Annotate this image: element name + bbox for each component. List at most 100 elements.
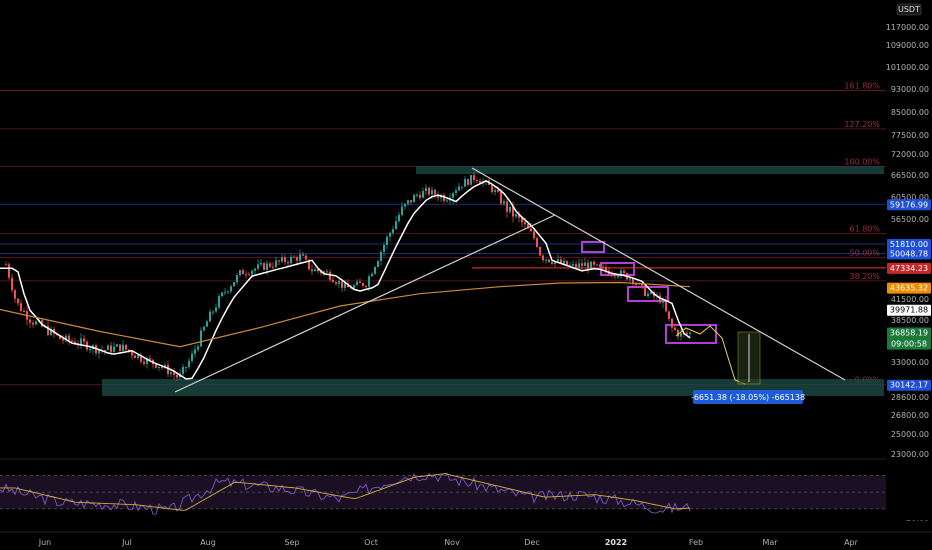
- candle-body: [341, 281, 343, 288]
- candle-body: [266, 263, 268, 270]
- price-badge: [887, 282, 931, 294]
- candle-body: [557, 259, 559, 262]
- candle-body: [248, 274, 250, 276]
- candle-body: [620, 270, 622, 277]
- fib-level-label: 161.80%: [844, 81, 880, 90]
- price-tick-label: 26800.00: [891, 411, 929, 420]
- price-tick-label: 72000.00: [891, 150, 929, 159]
- candle-body: [251, 270, 253, 275]
- price-tick-label: 85000.00: [891, 108, 929, 117]
- price-badge-label: 59176.99: [890, 200, 928, 209]
- candle-body: [182, 366, 184, 374]
- candle-body: [113, 346, 115, 352]
- candle-body: [689, 332, 691, 334]
- price-tick-label: 38500.00: [891, 316, 929, 325]
- candle-body: [677, 330, 679, 337]
- candle-body: [461, 186, 463, 188]
- price-axis-bg: [886, 0, 932, 520]
- candle-body: [380, 251, 382, 261]
- price-tick-label: 33000.00: [891, 358, 929, 367]
- candle-body: [260, 263, 262, 265]
- price-tick-label: 101000.00: [886, 63, 929, 72]
- candle-body: [317, 269, 319, 272]
- candle-body: [596, 264, 598, 266]
- time-tick-label: Dec: [524, 538, 539, 547]
- price-axis: 117000.00 109000.00 101000.00 93000.00 85000…: [886, 0, 932, 520]
- candle-body: [389, 232, 391, 237]
- candle-body: [191, 353, 193, 361]
- time-tick-label: Jun: [38, 538, 52, 547]
- candle-body: [65, 335, 67, 341]
- candle-body: [323, 271, 325, 274]
- candle-body: [158, 366, 160, 368]
- candle-body: [539, 246, 541, 256]
- candle-body: [419, 194, 421, 198]
- candle-body: [35, 321, 37, 325]
- time-tick-label: Aug: [200, 538, 216, 547]
- candle-body: [494, 190, 496, 192]
- candle-body: [335, 282, 337, 284]
- candle-body: [434, 189, 436, 195]
- candle-body: [572, 264, 574, 266]
- candle-body: [197, 346, 199, 350]
- candle-body: [554, 261, 556, 264]
- candle-body: [614, 274, 616, 277]
- fib-level-label: 50.00%: [849, 248, 880, 257]
- projection-path: [675, 325, 746, 385]
- candle-body: [470, 175, 472, 185]
- countdown-badge: [887, 338, 931, 350]
- candle-body: [275, 260, 277, 267]
- candle-body: [551, 262, 553, 264]
- candle-body: [686, 332, 688, 334]
- candle-body: [308, 259, 310, 270]
- candle-body: [575, 264, 577, 268]
- price-tick-label: 25000.00: [891, 430, 929, 439]
- candle-body: [428, 187, 430, 195]
- currency-badge[interactable]: [896, 3, 922, 16]
- overlay-lines: [0, 167, 846, 393]
- candle-body: [443, 194, 445, 201]
- candle-body: [227, 291, 229, 293]
- candle-body: [344, 283, 346, 288]
- price-tick-label: 56500.00: [891, 215, 929, 224]
- rsi-line: [0, 472, 691, 515]
- candle-body: [371, 273, 373, 277]
- time-tick-label: Feb: [689, 538, 703, 547]
- time-tick-label: Jul: [121, 538, 132, 547]
- candle-body: [29, 319, 31, 323]
- candle-body: [140, 355, 142, 362]
- price-tick-label: 117000.00: [886, 23, 929, 32]
- candle-body: [239, 270, 241, 276]
- candle-body: [281, 257, 283, 262]
- candle-body: [437, 194, 439, 198]
- candle-body: [617, 276, 619, 278]
- candle-body: [503, 201, 505, 204]
- candle-body: [422, 191, 424, 198]
- candle-body: [542, 255, 544, 261]
- countdown-label: 09:00:58: [891, 340, 927, 349]
- candle-body: [365, 285, 367, 287]
- candle-body: [17, 298, 19, 304]
- candle-body: [560, 259, 562, 264]
- candle-body: [392, 229, 394, 233]
- candle-body: [284, 257, 286, 263]
- ma200-line: [0, 281, 691, 348]
- candle-body: [50, 328, 52, 335]
- candle-body: [416, 194, 418, 196]
- price-badge: [887, 199, 931, 211]
- time-tick-label: Mar: [762, 538, 778, 547]
- price-badge-label: 43635.32: [890, 284, 928, 293]
- candle-body: [680, 333, 682, 337]
- candle-body: [401, 206, 403, 215]
- candle-body: [518, 214, 520, 218]
- candle-body: [83, 338, 85, 342]
- moving-average-line: [0, 180, 691, 380]
- candle-body: [668, 311, 670, 320]
- candle-body: [455, 190, 457, 194]
- candle-body: [305, 255, 307, 260]
- candle-body: [134, 355, 136, 359]
- time-tick-label: Sep: [284, 538, 299, 547]
- candle-body: [20, 303, 22, 311]
